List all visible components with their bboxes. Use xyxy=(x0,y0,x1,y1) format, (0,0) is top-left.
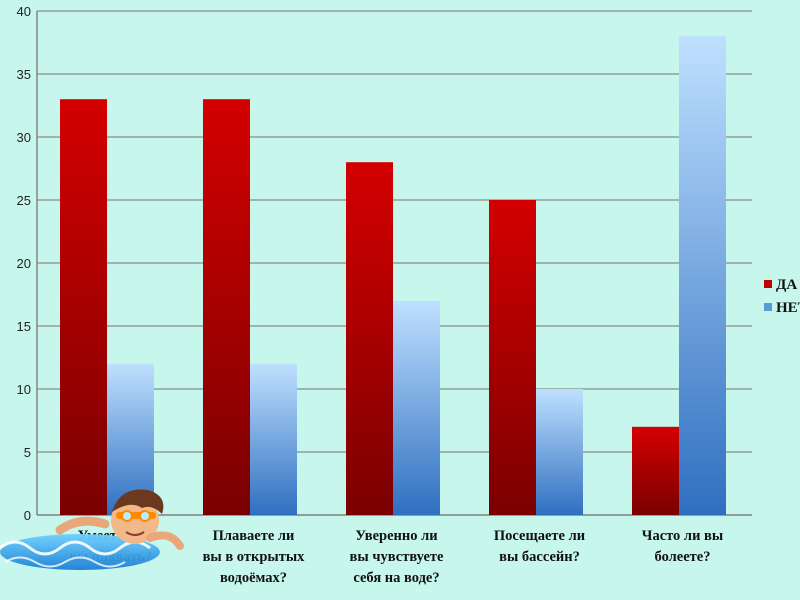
bar-no xyxy=(679,36,726,515)
y-tick-label: 10 xyxy=(17,382,31,397)
gridlines xyxy=(37,10,752,516)
legend-label: НЕТ xyxy=(776,300,800,316)
x-tick-label: Плаваете ли xyxy=(213,528,295,544)
bar-yes xyxy=(632,426,679,515)
bars xyxy=(60,36,726,515)
y-tick-label: 0 xyxy=(24,508,31,523)
x-tick-label: вы в открытых xyxy=(203,549,306,565)
x-tick-label: болеете? xyxy=(655,549,711,565)
bar-yes xyxy=(60,99,107,515)
x-tick-label: вы чувствуете xyxy=(350,549,444,565)
x-tick-label: вы бассейн? xyxy=(499,549,580,565)
y-tick-label: 5 xyxy=(24,445,31,460)
bar-yes xyxy=(346,162,393,515)
bar-no xyxy=(250,363,297,515)
y-tick-label: 35 xyxy=(17,67,31,82)
legend-swatch xyxy=(764,280,772,288)
swimmer-icon xyxy=(0,489,184,570)
bar-no xyxy=(536,389,583,515)
y-tick-label: 20 xyxy=(17,256,31,271)
bar-no xyxy=(393,300,440,515)
y-tick-label: 25 xyxy=(17,193,31,208)
x-tick-label: себя на воде? xyxy=(353,570,439,586)
x-tick-label: Посещаете ли xyxy=(494,528,585,544)
x-tick-label: Уверенно ли xyxy=(355,528,437,544)
y-tick-label: 15 xyxy=(17,319,31,334)
bar-yes xyxy=(203,99,250,515)
x-tick-label: водоёмах? xyxy=(220,570,287,586)
y-tick-label: 30 xyxy=(17,130,31,145)
legend-swatch xyxy=(764,303,772,311)
legend: ДА НЕТ xyxy=(764,277,800,316)
x-tick-label: Часто ли вы xyxy=(642,528,723,544)
bar-yes xyxy=(489,200,536,515)
legend-label: ДА xyxy=(776,277,797,293)
y-tick-label: 40 xyxy=(17,4,31,19)
